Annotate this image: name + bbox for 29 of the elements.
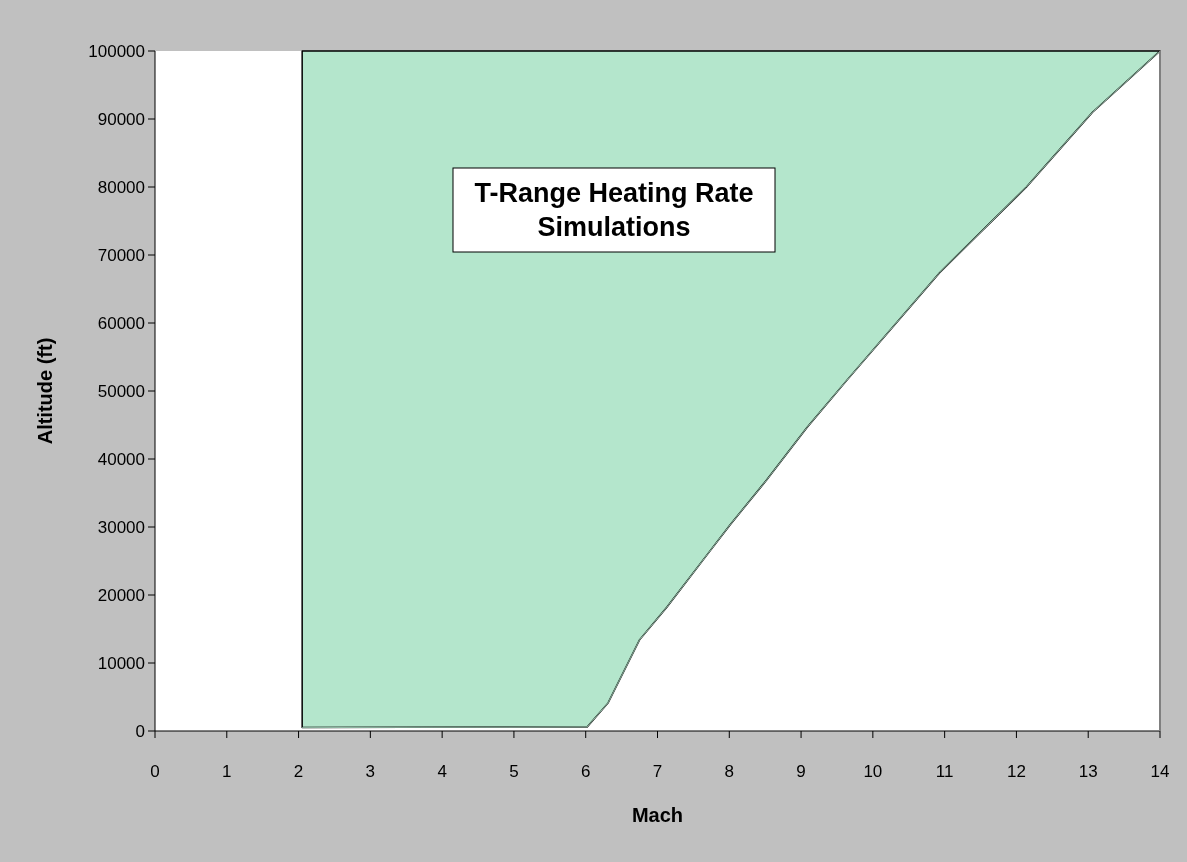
x-tick-label: 11 (935, 762, 954, 781)
x-tick-label: 9 (796, 762, 806, 781)
x-tick-label: 2 (293, 762, 304, 781)
y-tick-label: 30000 (97, 518, 145, 537)
x-tick-label: 7 (652, 762, 663, 781)
x-tick-label: 10 (863, 762, 883, 781)
y-tick-label: 0 (135, 722, 145, 741)
y-tick-label: 90000 (97, 110, 145, 129)
x-tick-label: 0 (150, 762, 160, 781)
x-tick-label: 3 (365, 762, 376, 781)
x-tick-label: 8 (724, 762, 735, 781)
y-tick-label: 100000 (88, 42, 145, 61)
y-tick-label: 20000 (97, 586, 145, 605)
x-tick-label: 1 (222, 762, 232, 781)
y-tick-label: 60000 (97, 314, 145, 333)
x-tick-label: 4 (437, 762, 447, 781)
y-tick-label: 10000 (97, 654, 145, 673)
x-tick-label: 6 (580, 762, 591, 781)
y-tick-label: 50000 (97, 382, 145, 401)
x-tick-label: 5 (509, 762, 519, 781)
x-tick-label: 14 (1150, 762, 1170, 781)
y-axis-title: Altitude (ft) (34, 337, 56, 445)
x-tick-label: 13 (1078, 762, 1098, 781)
x-axis-title: Mach (631, 804, 684, 826)
annotation: T-Range Heating Rate Simulations (474, 178, 754, 242)
x-tick-label: 12 (1006, 762, 1026, 781)
y-tick-label: 70000 (97, 246, 145, 265)
y-tick-label: 80000 (97, 178, 145, 197)
y-tick-label: 40000 (97, 450, 145, 469)
